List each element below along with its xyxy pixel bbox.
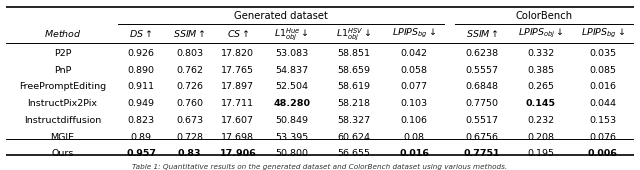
Text: 17.765: 17.765 [221, 66, 255, 75]
Text: 53.083: 53.083 [275, 49, 308, 58]
Text: 0.044: 0.044 [589, 99, 616, 108]
Text: $\mathit{CS}\uparrow$: $\mathit{CS}\uparrow$ [227, 28, 249, 39]
Text: 0.5517: 0.5517 [466, 116, 499, 125]
Text: $\mathit{Method}$: $\mathit{Method}$ [44, 28, 81, 39]
Text: 58.851: 58.851 [337, 49, 370, 58]
Text: 0.106: 0.106 [401, 116, 428, 125]
Text: 0.265: 0.265 [527, 82, 554, 91]
Text: 0.385: 0.385 [527, 66, 554, 75]
Text: Table 1: Quantitative results on the generated dataset and ColorBench dataset us: Table 1: Quantitative results on the gen… [132, 164, 508, 170]
Text: $\mathit{SSIM}\uparrow$: $\mathit{SSIM}\uparrow$ [173, 28, 206, 39]
Text: 0.08: 0.08 [404, 133, 425, 142]
Text: 0.5557: 0.5557 [466, 66, 499, 75]
Text: 53.395: 53.395 [275, 133, 308, 142]
Text: Generated dataset: Generated dataset [234, 11, 328, 21]
Text: 58.327: 58.327 [337, 116, 370, 125]
Text: 50.800: 50.800 [275, 149, 308, 158]
Text: $\mathit{L1}_{obj}^{Hue}\downarrow$: $\mathit{L1}_{obj}^{Hue}\downarrow$ [274, 26, 309, 42]
Text: 0.673: 0.673 [176, 116, 203, 125]
Text: 17.820: 17.820 [221, 49, 255, 58]
Text: 0.89: 0.89 [131, 133, 152, 142]
Text: $\mathit{SSIM}\uparrow$: $\mathit{SSIM}\uparrow$ [466, 28, 499, 39]
Text: $\mathit{LPIPS}_{obj}\downarrow$: $\mathit{LPIPS}_{obj}\downarrow$ [518, 27, 563, 40]
Text: 0.7750: 0.7750 [466, 99, 499, 108]
Text: 0.016: 0.016 [399, 149, 429, 158]
Text: InstructPix2Pix: InstructPix2Pix [28, 99, 97, 108]
Text: 0.83: 0.83 [178, 149, 201, 158]
Text: 0.762: 0.762 [176, 66, 203, 75]
Text: 0.6238: 0.6238 [466, 49, 499, 58]
Text: 0.911: 0.911 [127, 82, 155, 91]
Text: 0.949: 0.949 [127, 99, 155, 108]
Text: 0.728: 0.728 [176, 133, 203, 142]
Text: 17.711: 17.711 [221, 99, 255, 108]
Text: 0.803: 0.803 [176, 49, 203, 58]
Text: 58.619: 58.619 [337, 82, 370, 91]
Text: P2P: P2P [54, 49, 71, 58]
Text: 0.085: 0.085 [589, 66, 616, 75]
Text: Instructdiffusion: Instructdiffusion [24, 116, 101, 125]
Text: 17.607: 17.607 [221, 116, 255, 125]
Text: 0.195: 0.195 [527, 149, 554, 158]
Text: $\mathit{DS}\uparrow$: $\mathit{DS}\uparrow$ [129, 28, 153, 39]
Text: 0.006: 0.006 [588, 149, 618, 158]
Text: 54.837: 54.837 [275, 66, 308, 75]
Text: 56.655: 56.655 [337, 149, 370, 158]
Text: PnP: PnP [54, 66, 71, 75]
Text: 0.077: 0.077 [401, 82, 428, 91]
Text: 0.016: 0.016 [589, 82, 616, 91]
Text: 0.076: 0.076 [589, 133, 616, 142]
Text: 60.624: 60.624 [337, 133, 370, 142]
Text: 0.208: 0.208 [527, 133, 554, 142]
Text: 0.145: 0.145 [525, 99, 556, 108]
Text: 17.897: 17.897 [221, 82, 255, 91]
Text: 0.232: 0.232 [527, 116, 554, 125]
Text: 0.726: 0.726 [176, 82, 203, 91]
Text: 0.890: 0.890 [127, 66, 155, 75]
Text: 0.103: 0.103 [401, 99, 428, 108]
Text: 0.926: 0.926 [127, 49, 155, 58]
Text: $\mathit{LPIPS}_{bg}\downarrow$: $\mathit{LPIPS}_{bg}\downarrow$ [580, 27, 625, 40]
Text: FreePromptEditing: FreePromptEditing [19, 82, 106, 91]
Text: MGIE: MGIE [51, 133, 74, 142]
Text: 0.332: 0.332 [527, 49, 554, 58]
Text: 0.035: 0.035 [589, 49, 616, 58]
Text: 58.659: 58.659 [337, 66, 370, 75]
Text: 0.6848: 0.6848 [466, 82, 499, 91]
Text: 58.218: 58.218 [337, 99, 370, 108]
Text: 0.6756: 0.6756 [466, 133, 499, 142]
Text: $\mathit{LPIPS}_{bg}\downarrow$: $\mathit{LPIPS}_{bg}\downarrow$ [392, 27, 436, 40]
Text: Ours: Ours [51, 149, 74, 158]
Text: 0.042: 0.042 [401, 49, 428, 58]
Text: ColorBench: ColorBench [516, 11, 573, 21]
Text: 17.906: 17.906 [220, 149, 256, 158]
Text: 0.823: 0.823 [127, 116, 155, 125]
Text: 50.849: 50.849 [275, 116, 308, 125]
Text: 0.153: 0.153 [589, 116, 616, 125]
Text: 52.504: 52.504 [275, 82, 308, 91]
Text: 48.280: 48.280 [273, 99, 310, 108]
Text: $\mathit{L1}_{obj}^{HSV}\downarrow$: $\mathit{L1}_{obj}^{HSV}\downarrow$ [336, 26, 371, 42]
Text: 0.760: 0.760 [176, 99, 203, 108]
Text: 0.957: 0.957 [126, 149, 156, 158]
Text: 17.698: 17.698 [221, 133, 255, 142]
Text: 0.058: 0.058 [401, 66, 428, 75]
Text: 0.7751: 0.7751 [464, 149, 500, 158]
